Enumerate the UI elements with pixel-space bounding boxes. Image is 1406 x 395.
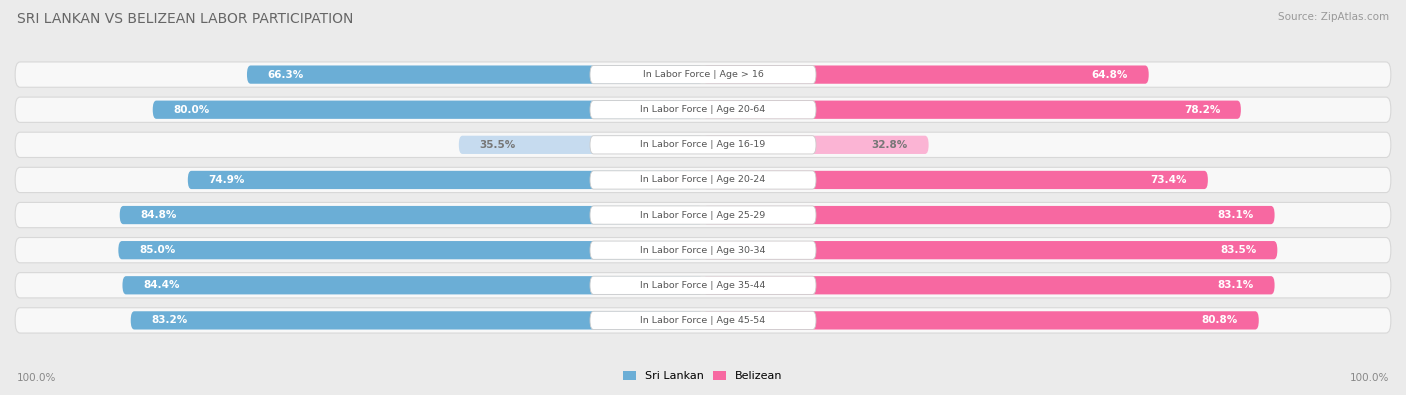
FancyBboxPatch shape [703, 241, 1277, 259]
FancyBboxPatch shape [591, 311, 815, 329]
Text: 84.4%: 84.4% [143, 280, 180, 290]
FancyBboxPatch shape [15, 237, 1391, 263]
Text: 78.2%: 78.2% [1184, 105, 1220, 115]
FancyBboxPatch shape [131, 311, 703, 329]
Text: 80.0%: 80.0% [173, 105, 209, 115]
Text: 73.4%: 73.4% [1150, 175, 1187, 185]
FancyBboxPatch shape [703, 206, 1275, 224]
Text: In Labor Force | Age 45-54: In Labor Force | Age 45-54 [640, 316, 766, 325]
Legend: Sri Lankan, Belizean: Sri Lankan, Belizean [619, 366, 787, 386]
Text: In Labor Force | Age 16-19: In Labor Force | Age 16-19 [640, 140, 766, 149]
Text: In Labor Force | Age 35-44: In Labor Force | Age 35-44 [640, 281, 766, 290]
FancyBboxPatch shape [188, 171, 703, 189]
FancyBboxPatch shape [703, 136, 928, 154]
FancyBboxPatch shape [15, 308, 1391, 333]
Text: 74.9%: 74.9% [208, 175, 245, 185]
FancyBboxPatch shape [247, 66, 703, 84]
FancyBboxPatch shape [591, 66, 815, 84]
Text: SRI LANKAN VS BELIZEAN LABOR PARTICIPATION: SRI LANKAN VS BELIZEAN LABOR PARTICIPATI… [17, 12, 353, 26]
FancyBboxPatch shape [591, 276, 815, 294]
FancyBboxPatch shape [15, 97, 1391, 122]
Text: 64.8%: 64.8% [1091, 70, 1128, 80]
FancyBboxPatch shape [591, 171, 815, 189]
FancyBboxPatch shape [703, 171, 1208, 189]
Text: In Labor Force | Age 20-64: In Labor Force | Age 20-64 [640, 105, 766, 114]
Text: In Labor Force | Age 25-29: In Labor Force | Age 25-29 [640, 211, 766, 220]
Text: 83.1%: 83.1% [1218, 210, 1254, 220]
Text: 83.5%: 83.5% [1220, 245, 1257, 255]
FancyBboxPatch shape [153, 101, 703, 119]
Text: 35.5%: 35.5% [479, 140, 516, 150]
FancyBboxPatch shape [703, 101, 1241, 119]
FancyBboxPatch shape [15, 132, 1391, 158]
FancyBboxPatch shape [15, 202, 1391, 228]
Text: 80.8%: 80.8% [1202, 315, 1239, 325]
FancyBboxPatch shape [703, 66, 1149, 84]
Text: 100.0%: 100.0% [1350, 373, 1389, 383]
FancyBboxPatch shape [15, 167, 1391, 193]
FancyBboxPatch shape [118, 241, 703, 259]
FancyBboxPatch shape [120, 206, 703, 224]
Text: 83.2%: 83.2% [152, 315, 187, 325]
FancyBboxPatch shape [703, 311, 1258, 329]
FancyBboxPatch shape [15, 62, 1391, 87]
Text: 83.1%: 83.1% [1218, 280, 1254, 290]
FancyBboxPatch shape [591, 101, 815, 119]
Text: 66.3%: 66.3% [267, 70, 304, 80]
Text: 100.0%: 100.0% [17, 373, 56, 383]
FancyBboxPatch shape [458, 136, 703, 154]
Text: 85.0%: 85.0% [139, 245, 176, 255]
Text: 32.8%: 32.8% [872, 140, 908, 150]
Text: In Labor Force | Age 30-34: In Labor Force | Age 30-34 [640, 246, 766, 255]
FancyBboxPatch shape [591, 136, 815, 154]
FancyBboxPatch shape [122, 276, 703, 294]
FancyBboxPatch shape [703, 276, 1275, 294]
FancyBboxPatch shape [15, 273, 1391, 298]
FancyBboxPatch shape [591, 206, 815, 224]
FancyBboxPatch shape [591, 241, 815, 259]
Text: In Labor Force | Age > 16: In Labor Force | Age > 16 [643, 70, 763, 79]
Text: In Labor Force | Age 20-24: In Labor Force | Age 20-24 [640, 175, 766, 184]
Text: Source: ZipAtlas.com: Source: ZipAtlas.com [1278, 12, 1389, 22]
Text: 84.8%: 84.8% [141, 210, 177, 220]
